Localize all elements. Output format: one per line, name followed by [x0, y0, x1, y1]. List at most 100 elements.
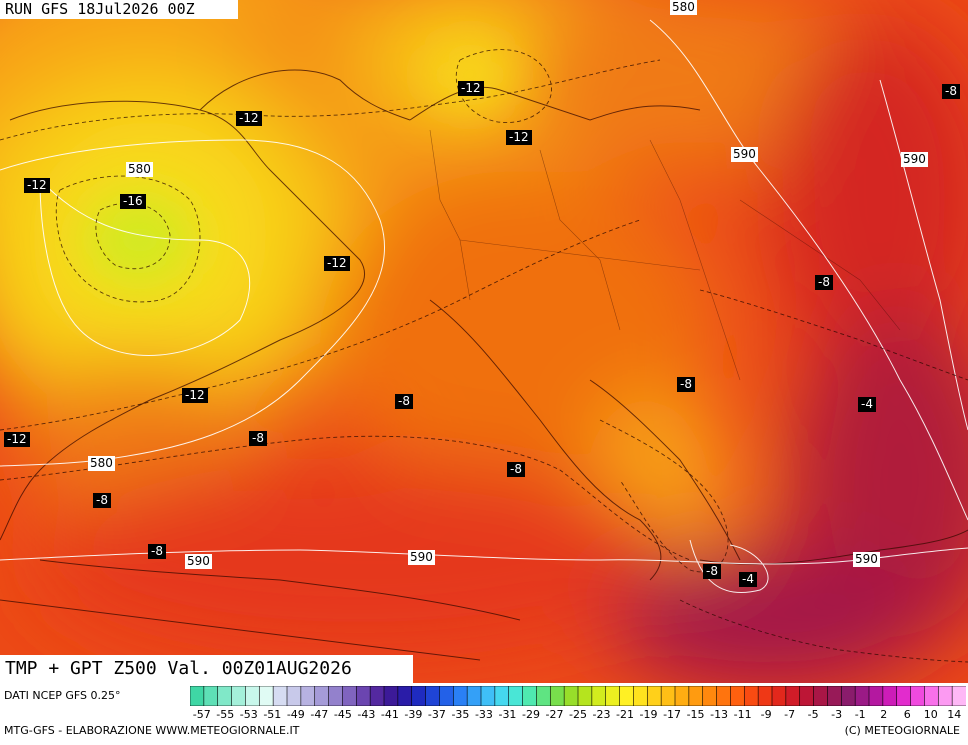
legend-swatch — [452, 685, 468, 707]
legend-tick-label: -43 — [357, 708, 376, 721]
gpt-label: 590 — [731, 147, 758, 162]
legend-tick-label: -25 — [569, 708, 587, 721]
temperature-label: -8 — [677, 377, 695, 392]
temperature-label: -8 — [815, 275, 833, 290]
map-title: TMP + GPT Z500 Val. 00Z01AUG2026 — [0, 655, 413, 683]
temperature-label: -12 — [236, 111, 262, 126]
legend-tick-label: -19 — [639, 708, 658, 721]
gpt-label: 590 — [901, 152, 928, 167]
gpt-label: 580 — [670, 0, 697, 15]
legend-swatch — [619, 685, 635, 707]
legend-swatch — [300, 685, 316, 707]
legend-tick-label: -41 — [380, 708, 399, 721]
temperature-label: -12 — [182, 388, 208, 403]
temperature-label: -8 — [703, 564, 721, 579]
legend-swatch — [854, 685, 870, 707]
legend-swatch — [563, 685, 579, 707]
legend-swatch — [189, 685, 205, 707]
temperature-label: -12 — [4, 432, 30, 447]
legend-tick-label: -31 — [498, 708, 517, 721]
legend-tick-label: -45 — [333, 708, 352, 721]
legend-swatch — [868, 685, 884, 707]
legend-tick-label: -17 — [663, 708, 682, 721]
legend-ticks: -57 -55 -53 -51 -49 -47 -45 -43 -41 -39 -37 -35 -33-… — [190, 708, 966, 722]
legend-swatch — [743, 685, 759, 707]
legend-tick-label: -5 — [807, 708, 819, 721]
legend-tick-label: -23 — [592, 708, 611, 721]
legend-tick-label: -21 — [616, 708, 634, 721]
temperature-label: -12 — [324, 256, 350, 271]
legend-swatch — [924, 685, 940, 707]
legend-tick-label: -51 — [263, 708, 282, 721]
legend-swatch — [896, 685, 912, 707]
temperature-label: -8 — [148, 544, 166, 559]
legend-swatch — [258, 685, 274, 707]
legend-tick-label: -47 — [310, 708, 329, 721]
legend-tick-label: -37 — [427, 708, 446, 721]
legend-tick-label: 6 — [903, 708, 911, 721]
legend-swatch — [536, 685, 552, 707]
temperature-label: -12 — [458, 81, 484, 96]
legend-swatch — [397, 685, 413, 707]
legend-tick-label: -27 — [545, 708, 564, 721]
temperature-label: -8 — [93, 493, 111, 508]
legend-tick-label: -7 — [784, 708, 796, 721]
legend-swatch — [342, 685, 358, 707]
legend-swatch — [549, 685, 565, 707]
gpt-label: 590 — [408, 550, 435, 565]
legend-swatch — [910, 685, 926, 707]
legend-tick-label: -15 — [686, 708, 705, 721]
legend-tick-label: -29 — [521, 708, 540, 721]
legend-swatch — [813, 685, 829, 707]
legend-tick-label: -33 — [474, 708, 493, 721]
legend-swatch — [203, 685, 219, 707]
temperature-label: -8 — [249, 431, 267, 446]
legend-tick-label: -35 — [451, 708, 470, 721]
legend-swatch — [355, 685, 371, 707]
legend-swatch — [508, 685, 524, 707]
legend-tick-label: -3 — [831, 708, 843, 721]
gpt-label: 590 — [853, 552, 880, 567]
legend-swatch — [771, 685, 787, 707]
legend-swatch — [633, 685, 649, 707]
legend-swatch — [840, 685, 856, 707]
temperature-label: -8 — [507, 462, 525, 477]
legend-tick-label: -53 — [239, 708, 258, 721]
legend-tick-label: -57 — [192, 708, 211, 721]
legend-swatch — [591, 685, 607, 707]
credit-left: MTG-GFS - ELABORAZIONE WWW.METEOGIORNALE… — [4, 724, 300, 737]
temperature-label: -12 — [506, 130, 532, 145]
legend-swatch — [716, 685, 732, 707]
legend-swatch — [494, 685, 510, 707]
legend-tick-label: -11 — [733, 708, 752, 721]
temperature-label: -16 — [120, 194, 146, 209]
temperature-label: -12 — [24, 178, 50, 193]
legend-swatch — [646, 685, 662, 707]
legend-swatch — [231, 685, 247, 707]
legend-swatch — [827, 685, 843, 707]
legend-swatch — [688, 685, 704, 707]
gpt-label: 580 — [126, 162, 153, 177]
temperature-label: -4 — [858, 397, 876, 412]
legend-swatch — [605, 685, 621, 707]
legend-swatch — [757, 685, 773, 707]
borders — [429, 129, 901, 381]
legend-swatch — [660, 685, 676, 707]
legend-swatch — [799, 685, 815, 707]
legend-swatch — [439, 685, 455, 707]
legend-swatch — [217, 685, 233, 707]
legend-swatch — [383, 685, 399, 707]
weather-map — [0, 0, 968, 683]
legend-swatch — [425, 685, 441, 707]
legend-swatch — [272, 685, 288, 707]
coastlines — [0, 69, 968, 661]
legend-swatch — [522, 685, 538, 707]
legend-tick-label: -49 — [286, 708, 305, 721]
temperature-label: -4 — [739, 572, 757, 587]
temperature-label: -8 — [942, 84, 960, 99]
legend-tick-label: -55 — [216, 708, 235, 721]
legend-swatch — [577, 685, 593, 707]
legend-swatch — [702, 685, 718, 707]
legend-tick-label: -13 — [710, 708, 729, 721]
legend-swatch — [466, 685, 482, 707]
